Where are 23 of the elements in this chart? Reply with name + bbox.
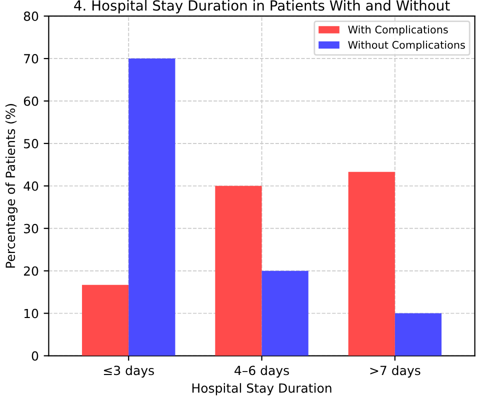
legend-label: With Complications — [348, 25, 448, 36]
bar — [215, 186, 262, 356]
bar — [262, 270, 308, 356]
y-tick-label: 70 — [24, 54, 38, 64]
bar — [82, 284, 129, 356]
x-axis-title: Hospital Stay Duration — [192, 383, 332, 396]
legend-label: Without Complications — [348, 40, 465, 51]
y-tick-label: 0 — [32, 351, 38, 361]
x-tick-label: ≤3 days — [104, 365, 154, 378]
x-tick-label: >7 days — [370, 365, 420, 378]
y-tick-label: 80 — [24, 12, 38, 22]
y-tick-label: 60 — [24, 96, 38, 106]
bar — [128, 58, 176, 356]
chart-title: 4. Hospital Stay Duration in Patients With and Without — [74, 0, 450, 14]
bar — [348, 172, 395, 356]
y-tick-label: 10 — [24, 308, 38, 318]
y-axis-title: Percentage of Patients (%) — [5, 104, 18, 268]
y-tick-label: 20 — [24, 266, 38, 276]
bar — [394, 313, 442, 356]
y-tick-label: 50 — [24, 138, 38, 148]
x-tick-label: 4–6 days — [234, 365, 289, 378]
y-tick-label: 40 — [24, 181, 38, 191]
y-tick-label: 30 — [24, 224, 38, 234]
